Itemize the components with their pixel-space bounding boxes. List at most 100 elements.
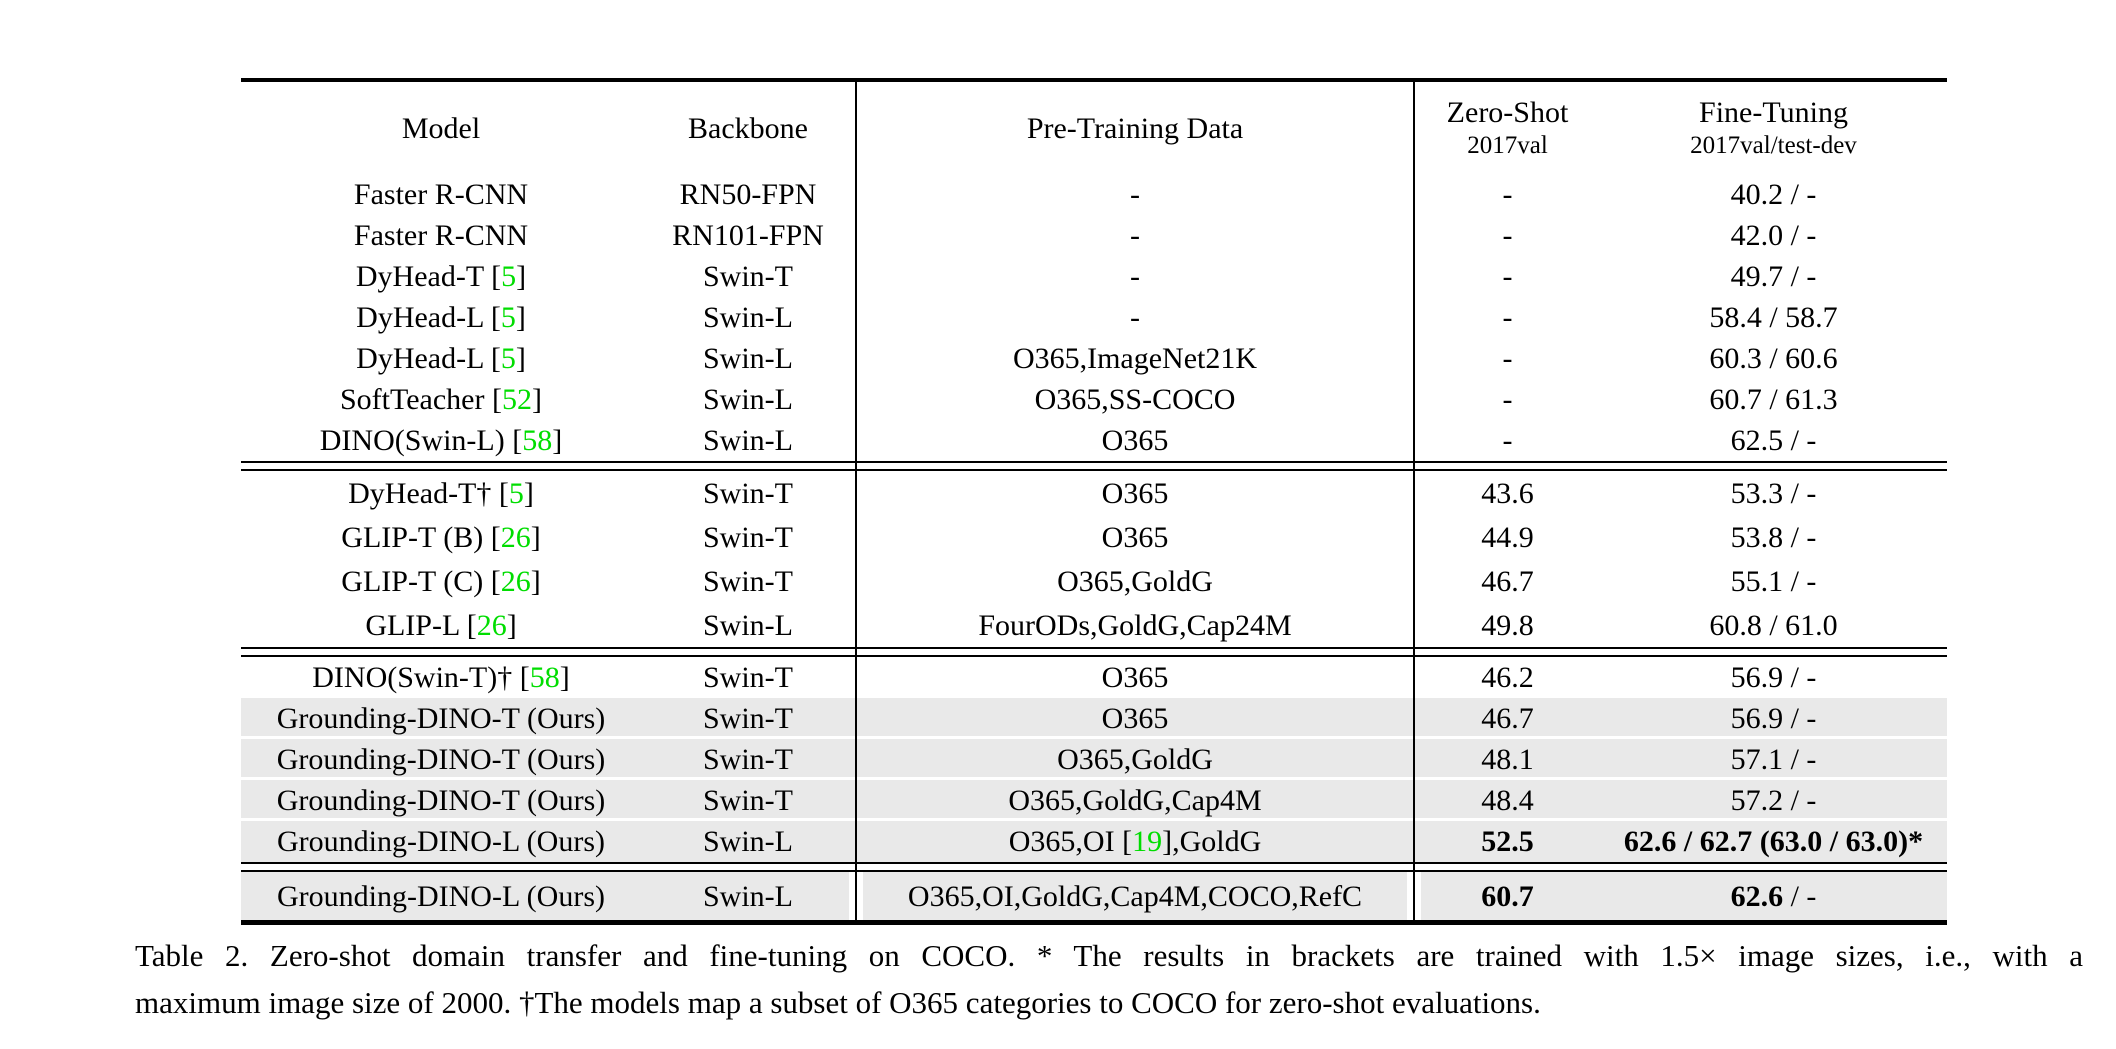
section-divider (241, 862, 1947, 872)
backbone-name: Swin-L (703, 301, 793, 334)
citation-link[interactable]: 52 (502, 383, 532, 416)
fine-tuning-value-cell: 57.2 / - (1600, 780, 1947, 821)
fine-tuning-value: 42.0 / - (1730, 219, 1817, 252)
citation-link[interactable]: 58 (529, 661, 560, 694)
citation-link[interactable]: 58 (522, 424, 553, 457)
table-row: Faster R-CNN RN50-FPN - - 40.2 / - (241, 174, 1947, 215)
results-table-body: Model Backbone Pre-Training Data Zero-Sh… (241, 78, 1947, 925)
zero-shot-value-cell: 49.8 (1414, 603, 1600, 648)
backbone-cell: Swin-L (641, 871, 856, 925)
zero-shot-value-cell: 46.7 (1414, 559, 1600, 603)
citation-bracket: ] (523, 476, 534, 510)
model-name: SoftTeacher (340, 383, 485, 416)
fine-tuning-value: 56.9 / - (1730, 661, 1817, 694)
citation-link[interactable]: 26 (500, 564, 531, 598)
citation-bracket: [ (484, 383, 502, 416)
column-header-pretraining-data: Pre-Training Data (855, 78, 1415, 174)
backbone-name: Swin-L (703, 608, 793, 642)
pretrain-text: O365 (1101, 476, 1169, 510)
model-name: Grounding-DINO-T (Ours) (276, 702, 606, 735)
model-cell: Grounding-DINO-L (Ours) (241, 871, 641, 925)
section-divider (241, 461, 1947, 471)
pretrain-text: - (1130, 260, 1140, 293)
citation-bracket: [ (459, 608, 477, 642)
model-cell: Faster R-CNN (241, 215, 641, 256)
divider-cell (855, 647, 1415, 657)
zero-shot-value-cell: - (1414, 297, 1600, 338)
model-name: Faster R-CNN (353, 178, 529, 211)
zero-shot-value: - (1502, 342, 1513, 375)
zero-shot-sublabel: 2017val (1467, 132, 1548, 160)
backbone-cell: Swin-T (641, 698, 856, 739)
fine-tuning-value: 62.6 / 62.7 (63.0 / 63.0)* (1623, 825, 1924, 858)
pretrain-text: O365,SS-COCO (1034, 383, 1236, 416)
fine-tuning-value-cell: 55.1 / - (1600, 559, 1947, 603)
pretraining-data-cell: O365 (855, 656, 1415, 698)
citation-link[interactable]: 5 (500, 342, 516, 375)
zero-shot-value: - (1502, 219, 1513, 252)
model-name: GLIP-T (B) (341, 520, 484, 554)
table-row: DyHead-T [5] Swin-T - - 49.7 / - (241, 256, 1947, 297)
pretraining-data-cell: - (855, 174, 1415, 215)
model-cell: GLIP-T (B) [26] (241, 515, 641, 559)
citation-link[interactable]: 5 (500, 301, 516, 334)
pretraining-data-cell: O365 (855, 420, 1415, 462)
fine-tuning-value: 57.2 / - (1730, 784, 1817, 817)
citation-link[interactable]: 5 (508, 476, 524, 510)
fine-tuning-value-cell: 40.2 / - (1600, 174, 1947, 215)
zero-shot-value-cell: - (1414, 174, 1600, 215)
table-row: Grounding-DINO-T (Ours) Swin-T O365 46.7 56.… (241, 698, 1947, 739)
model-name: DINO(Swin-L) (319, 424, 505, 457)
zero-shot-value-cell: 46.2 (1414, 656, 1600, 698)
divider-cell (641, 461, 856, 471)
divider-cell (241, 647, 641, 657)
model-cell: DINO(Swin-T)† [58] (241, 656, 641, 698)
pretrain-text: O365 (1101, 520, 1169, 554)
citation-bracket: ] (530, 564, 541, 598)
fine-tuning-value-suffix: / - (1783, 879, 1817, 913)
divider-cell (641, 647, 856, 657)
citation-link[interactable]: 5 (501, 260, 517, 293)
pretraining-data-cell: - (855, 215, 1415, 256)
backbone-name: Swin-T (703, 260, 793, 293)
zero-shot-value: 44.9 (1481, 520, 1534, 554)
column-header-backbone: Backbone (641, 78, 856, 174)
fine-tuning-value: 57.1 / - (1730, 743, 1817, 776)
zero-shot-value: 48.4 (1481, 784, 1534, 817)
pretrain-text: O365,OI,GoldG,Cap4M,COCO,RefC (907, 879, 1363, 913)
pretraining-data-cell: O365 (855, 515, 1415, 559)
fine-tuning-value-cell: 58.4 / 58.7 (1600, 297, 1947, 338)
citation-bracket: [ (483, 564, 501, 598)
results-table: Model Backbone Pre-Training Data Zero-Sh… (241, 78, 1947, 925)
table-caption-line-1: Table 2. Zero-shot domain transfer and f… (135, 938, 2083, 973)
citation-link[interactable]: 26 (500, 520, 531, 554)
citation-link[interactable]: 26 (476, 608, 507, 642)
divider-cell (241, 862, 641, 872)
pretrain-text: O365 (1101, 661, 1169, 694)
divider-cell (241, 461, 641, 471)
fine-tuning-value-cell: 42.0 / - (1600, 215, 1947, 256)
citation-bracket: [ (483, 301, 501, 334)
citation-bracket: [ (491, 476, 509, 510)
model-name: DyHead-T (355, 260, 484, 293)
pretrain-text: O365 (1101, 702, 1169, 735)
model-cell: GLIP-L [26] (241, 603, 641, 648)
zero-shot-value: 60.7 (1481, 879, 1534, 913)
backbone-name: Swin-L (703, 879, 793, 913)
backbone-cell: Swin-T (641, 256, 856, 297)
citation-bracket: ] (559, 661, 570, 694)
pretraining-data-cell: - (855, 256, 1415, 297)
pretraining-data-cell: O365,GoldG (855, 739, 1415, 780)
backbone-cell: RN101-FPN (641, 215, 856, 256)
backbone-cell: Swin-T (641, 515, 856, 559)
backbone-name: RN50-FPN (679, 178, 817, 211)
fine-tuning-value-cell: 62.5 / - (1600, 420, 1947, 462)
fine-tuning-value-cell: 53.8 / - (1600, 515, 1947, 559)
column-header-fine-tuning: Fine-Tuning 2017val/test-dev (1600, 78, 1947, 174)
backbone-cell: RN50-FPN (641, 174, 856, 215)
divider-cell (641, 862, 856, 872)
backbone-cell: Swin-L (641, 297, 856, 338)
table-caption-line-2: maximum image size of 2000. †The models … (135, 985, 1541, 1020)
citation-link[interactable]: 19 (1132, 825, 1163, 858)
pretraining-data-cell: - (855, 297, 1415, 338)
